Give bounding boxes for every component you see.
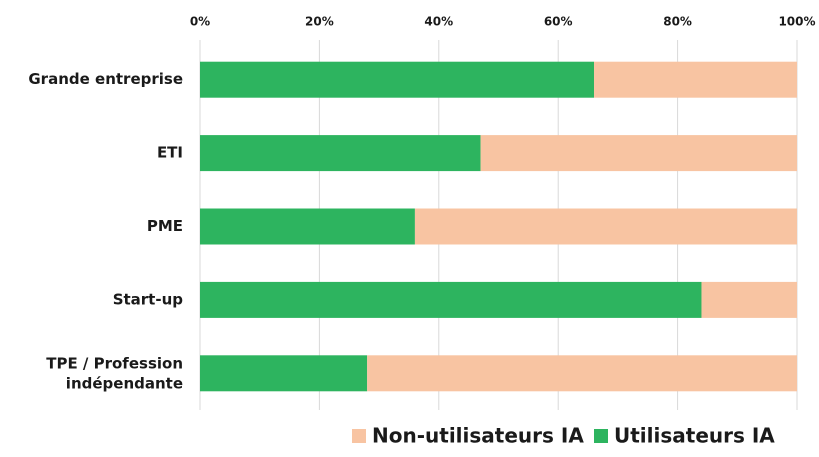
bar-segment [200,61,595,98]
category-label: ETI [157,144,183,162]
bar-segment [414,208,797,245]
legend-swatch [594,429,608,443]
x-tick-label: 60% [544,15,573,29]
x-tick-label: 0% [190,15,210,29]
legend-label: Non-utilisateurs IA [372,424,584,448]
x-tick-label: 40% [424,15,453,29]
x-tick-label: 80% [663,15,692,29]
legend-swatch [352,429,366,443]
category-label: TPE / Profession indépendante [46,354,183,392]
legend-label: Utilisateurs IA [614,424,775,448]
bar-segment [480,135,797,172]
category-label: Grande entreprise [28,70,183,88]
bar-segment [200,208,415,245]
bar-segment [200,135,481,172]
bar-segment [594,61,797,98]
category-label: PME [147,217,183,235]
category-label: Start-up [113,290,184,308]
bar-segment [701,281,797,318]
bar-segment [200,355,368,392]
x-tick-label: 20% [305,15,334,29]
bar-segment [367,355,797,392]
x-tick-label: 100% [778,15,815,29]
bar-segment [200,281,702,318]
